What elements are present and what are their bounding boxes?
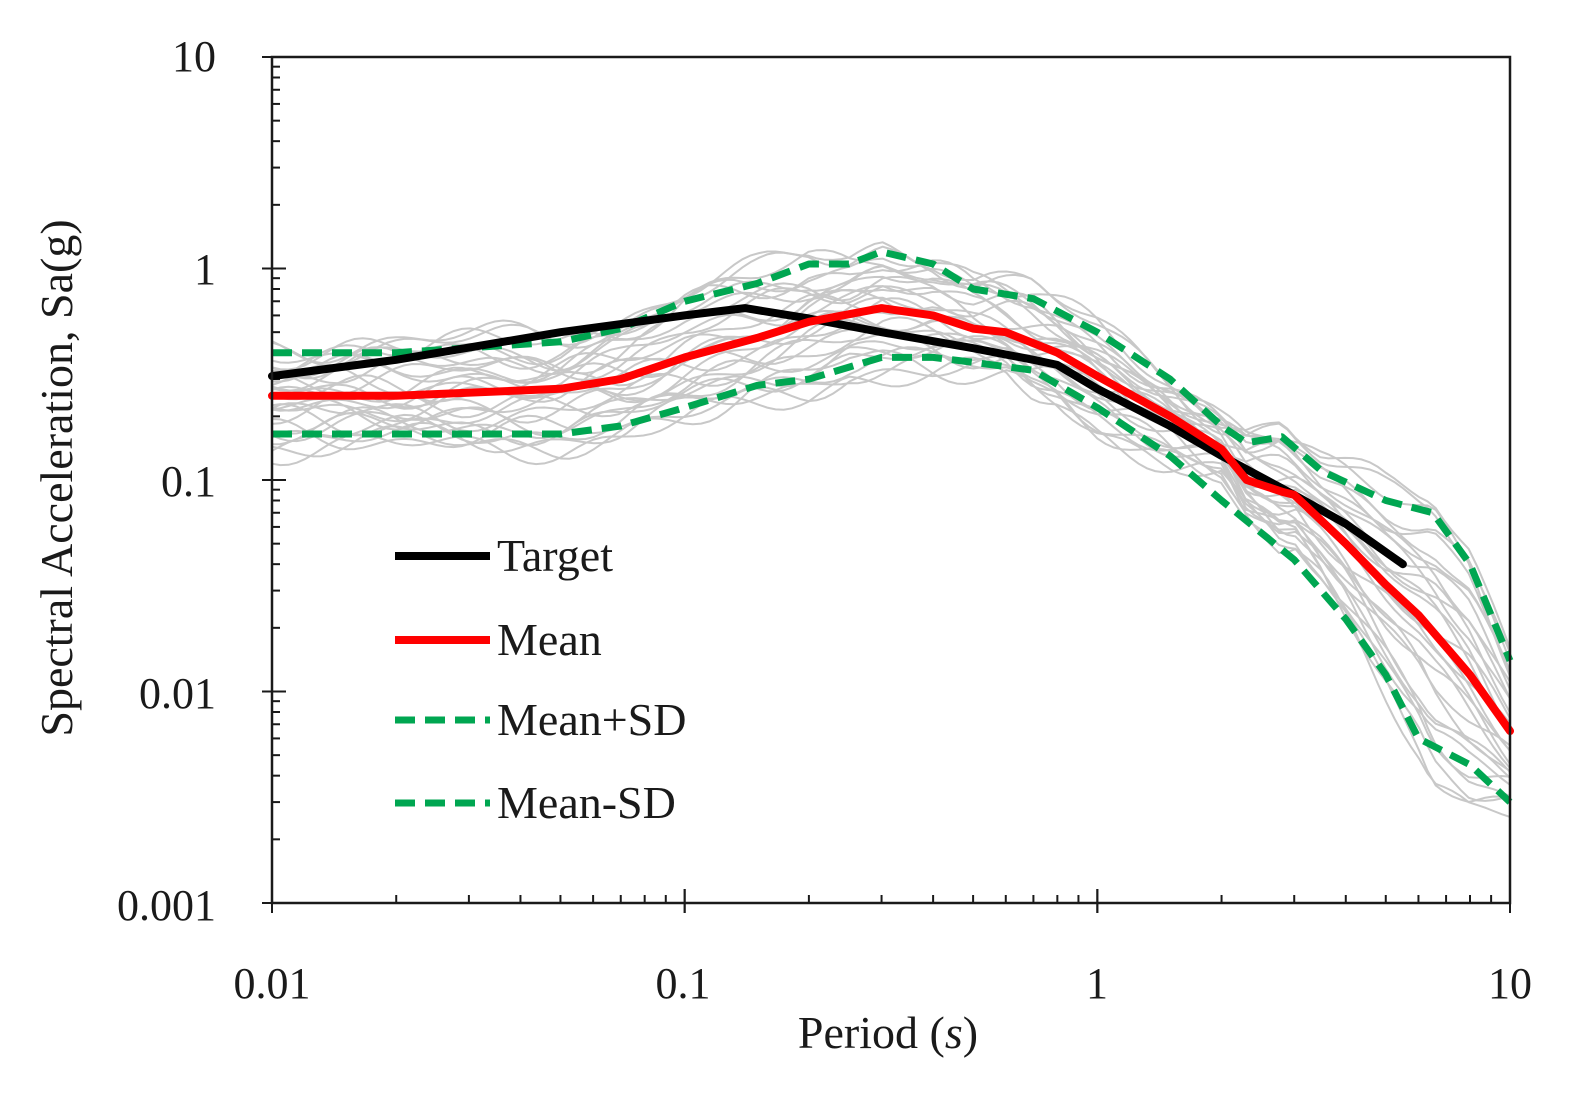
x-tick-label: 1 <box>1086 959 1108 1008</box>
axis-ticks <box>262 56 1511 913</box>
y-tick-label: 0.001 <box>117 881 216 930</box>
record-spectrum-line <box>271 241 1511 649</box>
x-tick-label: 10 <box>1488 959 1532 1008</box>
plot-area-frame <box>270 55 1512 905</box>
record-spectrum-line <box>271 245 1511 653</box>
record-spectrum-line <box>272 275 1511 690</box>
legend: Target Mean Mean+SD Mean-SD <box>395 530 686 828</box>
y-axis-title: Spectral Acceleration, Sa(g) <box>31 219 82 736</box>
record-spectrum-line <box>271 259 1511 672</box>
x-tick-label: 0.01 <box>234 959 311 1008</box>
legend-label-mean-plus-sd: Mean+SD <box>497 694 686 745</box>
series-line-target <box>268 304 1407 569</box>
series-line-mean-minus-sd <box>272 353 1513 805</box>
y-tick-label: 0.1 <box>161 457 216 506</box>
x-tick-labels: 0.01 0.1 1 10 <box>234 959 1533 1008</box>
series-line-mean-plus-sd <box>272 248 1514 662</box>
legend-label-mean: Mean <box>497 614 602 665</box>
record-spectrum-line <box>271 346 1511 779</box>
legend-label-mean-minus-sd: Mean-SD <box>497 777 676 828</box>
y-tick-label: 1 <box>194 245 216 294</box>
record-spectra <box>271 241 1511 818</box>
x-tick-label: 0.1 <box>656 959 711 1008</box>
series-line-mean <box>268 304 1514 736</box>
record-spectrum-line <box>271 285 1511 700</box>
legend-label-target: Target <box>497 530 613 581</box>
series-lines <box>268 248 1514 805</box>
y-tick-labels: 10 1 0.1 0.01 0.001 <box>117 32 216 930</box>
x-axis-title: Period (s) <box>798 1007 978 1058</box>
record-spectrum-line <box>271 310 1511 765</box>
y-tick-label: 10 <box>172 32 216 81</box>
record-spectrum-line <box>271 335 1511 779</box>
record-spectrum-line <box>271 285 1511 700</box>
record-spectrum-line <box>271 287 1511 714</box>
record-spectrum-line <box>271 356 1511 818</box>
record-spectrum-line <box>271 338 1511 786</box>
record-spectrum-line <box>271 249 1511 677</box>
y-tick-label: 0.01 <box>139 669 216 718</box>
record-spectrum-line <box>271 297 1511 724</box>
record-spectrum-line <box>271 316 1511 747</box>
record-spectrum-line <box>271 339 1511 773</box>
record-spectrum-line <box>271 315 1511 752</box>
